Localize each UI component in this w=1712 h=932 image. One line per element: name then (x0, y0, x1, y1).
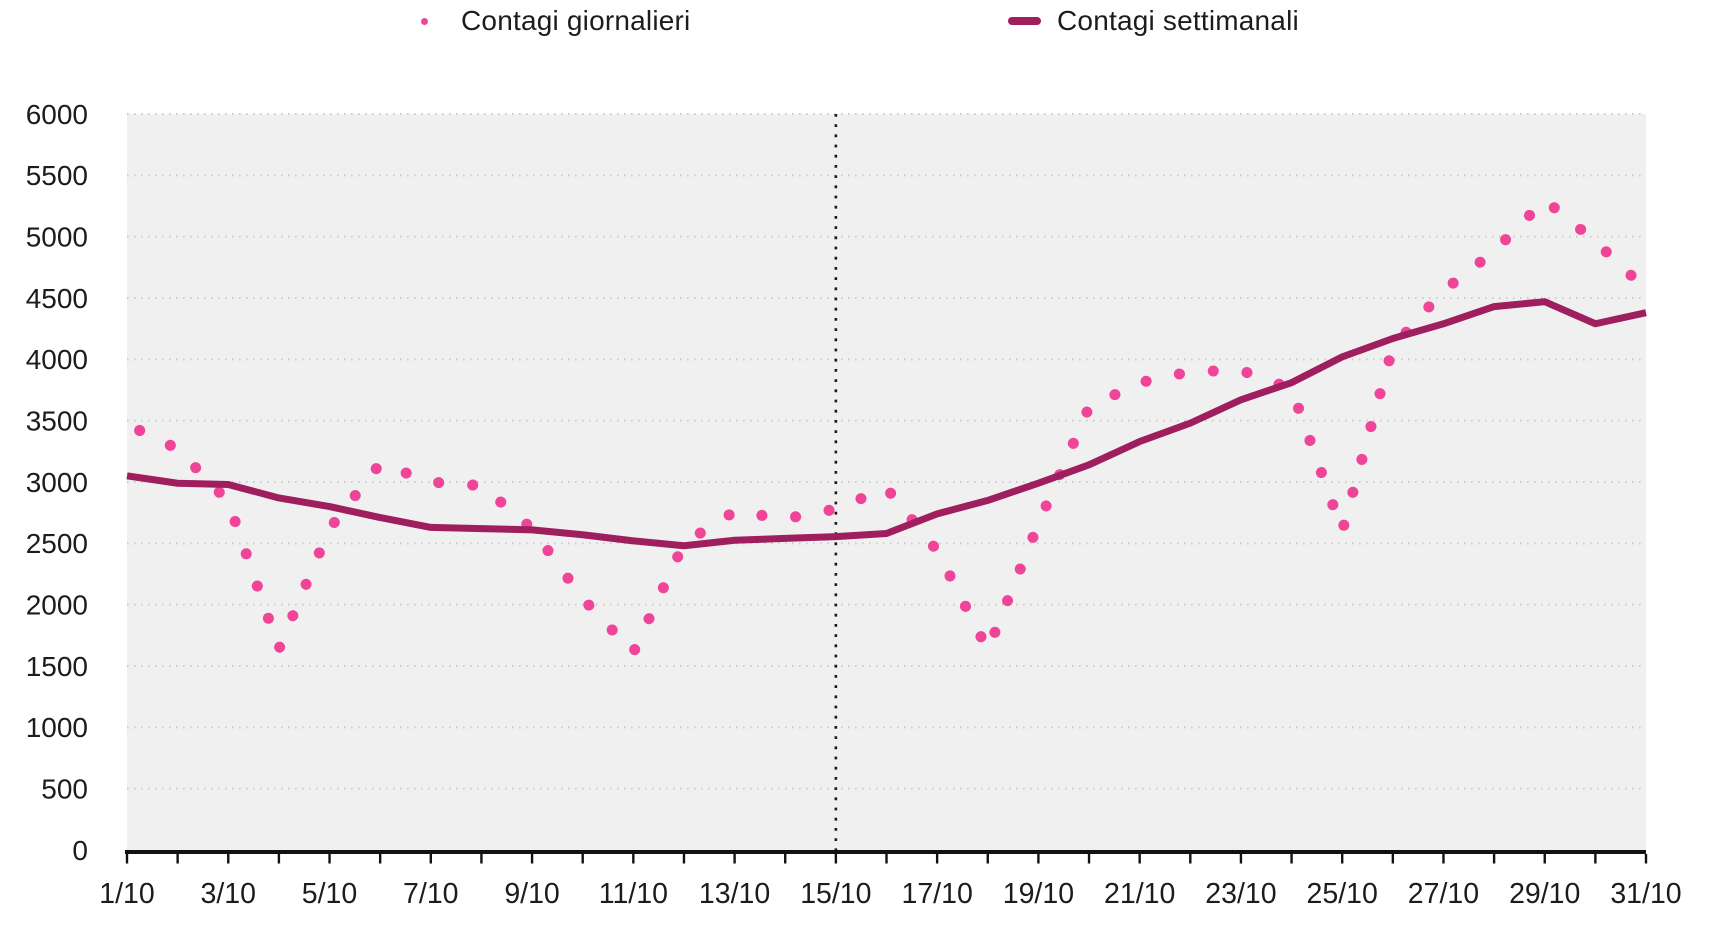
x-axis-label: 17/10 (901, 878, 972, 910)
x-axis-label: 3/10 (201, 878, 256, 910)
x-axis-label: 23/10 (1205, 878, 1276, 910)
x-axis-label: 9/10 (504, 878, 559, 910)
y-axis-label: 4000 (26, 344, 88, 375)
y-axis-label: 5500 (26, 160, 88, 191)
x-axis-label: 15/10 (800, 878, 871, 910)
y-axis-label: 3500 (26, 405, 88, 436)
x-axis-label: 1/10 (99, 878, 154, 910)
legend: Contagi giornalieri Contagi settimanali (0, 0, 1712, 44)
x-axis-label: 27/10 (1408, 878, 1479, 910)
x-axis-label: 29/10 (1509, 878, 1580, 910)
y-axis-label: 1500 (26, 651, 88, 682)
weekly-line-marker-icon (1008, 17, 1041, 25)
weekly-series-line (126, 298, 1647, 550)
legend-item-weekly: Contagi settimanali (1008, 5, 1299, 37)
y-axis-label: 3000 (26, 467, 88, 498)
x-axis-label: 13/10 (699, 878, 770, 910)
y-axis-label: 4500 (26, 283, 88, 314)
y-axis-label: 6000 (26, 99, 88, 130)
legend-label-weekly: Contagi settimanali (1057, 5, 1299, 36)
y-axis-label: 2500 (26, 528, 88, 559)
y-axis-label: 1000 (26, 712, 88, 743)
x-axis-label: 19/10 (1003, 878, 1074, 910)
y-axis-label: 2000 (26, 589, 88, 620)
plot-area (127, 114, 1646, 850)
x-axis-label: 31/10 (1610, 878, 1681, 910)
x-axis-label: 5/10 (302, 878, 357, 910)
y-axis-label: 0 (72, 835, 88, 866)
y-axis-label: 5000 (26, 221, 88, 252)
x-axis-label: 7/10 (403, 878, 458, 910)
legend-label-daily: Contagi giornalieri (461, 5, 691, 36)
x-axis-label: 11/10 (599, 878, 668, 910)
x-axis-label: 25/10 (1307, 878, 1378, 910)
x-axis-label: 21/10 (1104, 878, 1175, 910)
legend-item-daily: Contagi giornalieri (421, 5, 690, 37)
y-axis-label: 500 (41, 773, 88, 804)
daily-dot-marker-icon (421, 17, 428, 25)
